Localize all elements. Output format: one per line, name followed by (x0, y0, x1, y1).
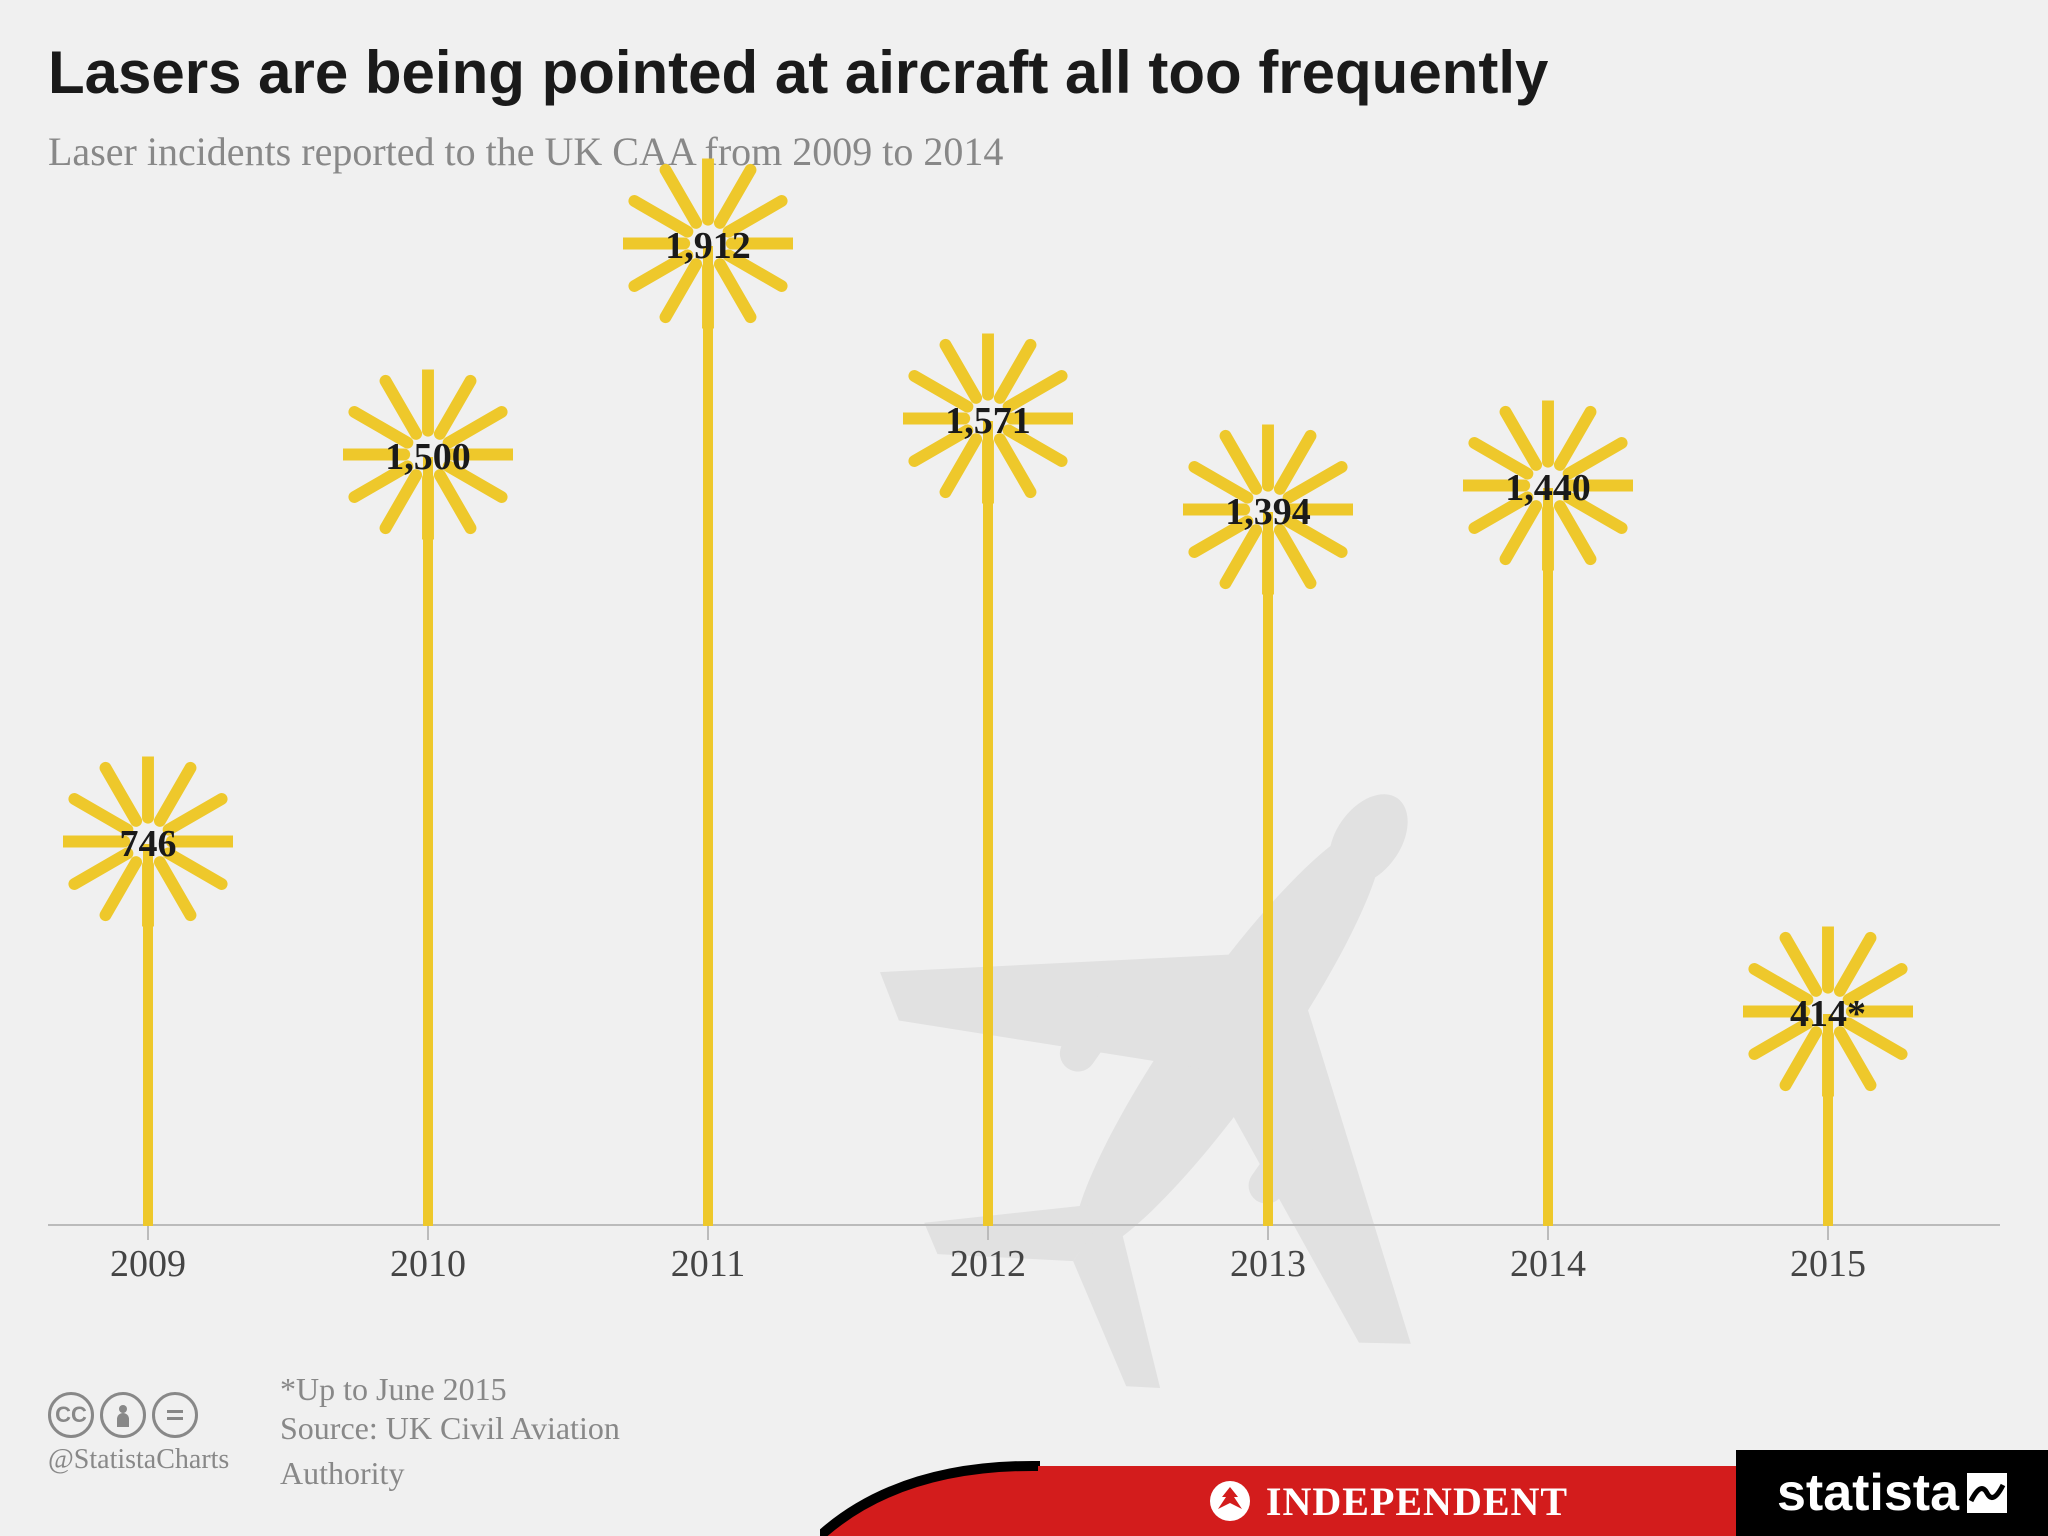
statista-icon (1967, 1473, 2007, 1513)
value-label: 1,500 (385, 435, 471, 479)
year-label: 2014 (1510, 1242, 1586, 1286)
cc-nd-icon (152, 1392, 198, 1438)
axis-tick (987, 1226, 989, 1240)
year-label: 2013 (1230, 1242, 1306, 1286)
chart-subtitle: Laser incidents reported to the UK CAA f… (48, 128, 1003, 175)
bar-2010: 2010 1,500 (368, 457, 488, 1226)
bar-stem (1263, 512, 1273, 1226)
year-label: 2010 (390, 1242, 466, 1286)
value-label: 414* (1790, 992, 1866, 1036)
axis-tick (1827, 1226, 1829, 1240)
chart-area: 2009 746 2010 1,500 2011 1,912 2012 1,57… (48, 200, 2000, 1290)
axis-tick (147, 1226, 149, 1240)
bar-stem (703, 246, 713, 1226)
twitter-handle: @StatistaCharts (48, 1444, 229, 1476)
footer-curve (820, 1426, 1040, 1536)
bar-2015: 2015 414* (1768, 1014, 1888, 1226)
chart-title: Lasers are being pointed at aircraft all… (48, 38, 1548, 107)
year-label: 2012 (950, 1242, 1026, 1286)
value-label: 1,571 (945, 399, 1031, 443)
statista-badge: statista (1736, 1450, 2048, 1536)
bar-stem (143, 844, 153, 1226)
statista-label: statista (1777, 1463, 1959, 1523)
year-label: 2011 (671, 1242, 746, 1286)
year-label: 2015 (1790, 1242, 1866, 1286)
footnote: *Up to June 2015 (280, 1371, 507, 1408)
bar-2009: 2009 746 (88, 844, 208, 1226)
bar-stem (1823, 1014, 1833, 1226)
independent-badge: INDEPENDENT (1038, 1466, 1738, 1536)
eagle-icon (1208, 1479, 1252, 1523)
bar-2014: 2014 1,440 (1488, 488, 1608, 1226)
bar-stem (1543, 488, 1553, 1226)
infographic-container: Lasers are being pointed at aircraft all… (0, 0, 2048, 1536)
axis-tick (1547, 1226, 1549, 1240)
cc-by-icon (100, 1392, 146, 1438)
license-block: CC @StatistaCharts (48, 1392, 229, 1476)
bar-2013: 2013 1,394 (1208, 512, 1328, 1226)
value-label: 746 (120, 822, 177, 866)
bar-stem (423, 457, 433, 1226)
axis-tick (1267, 1226, 1269, 1240)
year-label: 2009 (110, 1242, 186, 1286)
axis-tick (427, 1226, 429, 1240)
axis-tick (707, 1226, 709, 1240)
independent-label: INDEPENDENT (1266, 1478, 1568, 1525)
bar-2012: 2012 1,571 (928, 421, 1048, 1226)
value-label: 1,912 (665, 224, 751, 268)
cc-icon: CC (48, 1392, 94, 1438)
value-label: 1,394 (1225, 490, 1311, 534)
footer-bar: INDEPENDENT statista (748, 1426, 2048, 1536)
bar-stem (983, 421, 993, 1226)
value-label: 1,440 (1505, 466, 1591, 510)
source-attribution: Source: UK Civil Aviation Authority (280, 1406, 640, 1496)
bar-2011: 2011 1,912 (648, 246, 768, 1226)
